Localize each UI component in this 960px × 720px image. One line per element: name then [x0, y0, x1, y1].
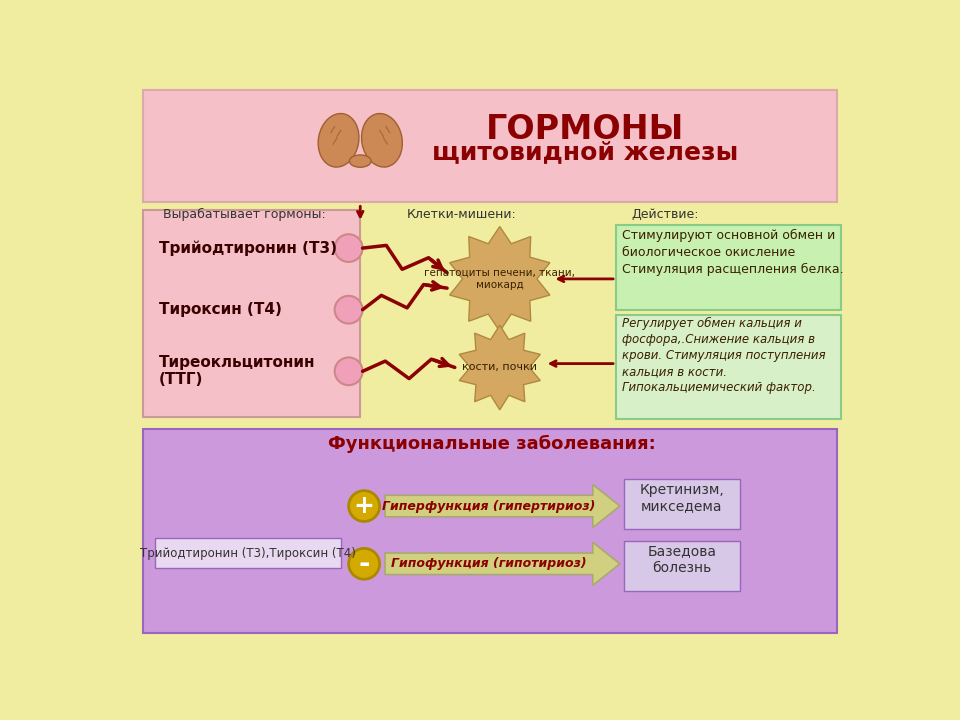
- Text: -: -: [358, 550, 370, 577]
- Text: Гипофункция (гипотириоз): Гипофункция (гипотириоз): [391, 557, 587, 570]
- Polygon shape: [459, 325, 540, 410]
- FancyBboxPatch shape: [624, 541, 740, 590]
- Text: +: +: [353, 494, 374, 518]
- Text: Трийодтиронин (Т3),Тироксин (Т4): Трийодтиронин (Т3),Тироксин (Т4): [140, 546, 356, 559]
- Text: Функциональные заболевания:: Функциональные заболевания:: [328, 434, 656, 453]
- FancyBboxPatch shape: [616, 225, 841, 310]
- Text: Тироксин (Т4): Тироксин (Т4): [158, 302, 281, 318]
- Ellipse shape: [349, 155, 372, 167]
- Text: гепатоциты печени, ткани,
миокард: гепатоциты печени, ткани, миокард: [424, 268, 575, 290]
- Circle shape: [348, 549, 379, 579]
- Text: Кретинизм,
микседема: Кретинизм, микседема: [639, 483, 724, 513]
- FancyBboxPatch shape: [143, 210, 360, 418]
- Text: Базедова
болезнь: Базедова болезнь: [647, 544, 716, 575]
- Text: Действие:: Действие:: [632, 208, 699, 221]
- FancyBboxPatch shape: [143, 90, 837, 202]
- Polygon shape: [449, 227, 550, 331]
- FancyBboxPatch shape: [624, 479, 740, 529]
- Text: Клетки-мишени:: Клетки-мишени:: [407, 208, 516, 221]
- Text: ГОРМОНЫ: ГОРМОНЫ: [486, 113, 684, 146]
- Ellipse shape: [318, 114, 359, 167]
- Text: кости, почки: кости, почки: [463, 362, 538, 372]
- Text: щитовидной железы: щитовидной железы: [432, 140, 738, 164]
- Circle shape: [335, 296, 363, 323]
- Polygon shape: [385, 485, 620, 528]
- Text: Стимулируют основной обмен и
биологическое окисление
Стимуляция расщепления белк: Стимулируют основной обмен и биологическ…: [622, 229, 844, 276]
- Text: Регулирует обмен кальция и
фосфора,.Снижение кальция в
крови. Стимуляция поступл: Регулирует обмен кальция и фосфора,.Сниж…: [622, 318, 826, 395]
- Text: Трийодтиронин (Т3): Трийодтиронин (Т3): [158, 240, 337, 256]
- Ellipse shape: [362, 114, 402, 167]
- FancyBboxPatch shape: [616, 315, 841, 419]
- FancyBboxPatch shape: [143, 429, 837, 633]
- Text: Гиперфункция (гипертириоз): Гиперфункция (гипертириоз): [382, 500, 595, 513]
- Polygon shape: [385, 542, 620, 585]
- Text: Вырабатывает гормоны:: Вырабатывает гормоны:: [162, 208, 325, 221]
- Circle shape: [348, 490, 379, 521]
- Circle shape: [335, 234, 363, 262]
- FancyBboxPatch shape: [155, 539, 341, 567]
- Text: Тиреокльцитонин
(ТТГ): Тиреокльцитонин (ТТГ): [158, 355, 315, 387]
- Circle shape: [335, 357, 363, 385]
